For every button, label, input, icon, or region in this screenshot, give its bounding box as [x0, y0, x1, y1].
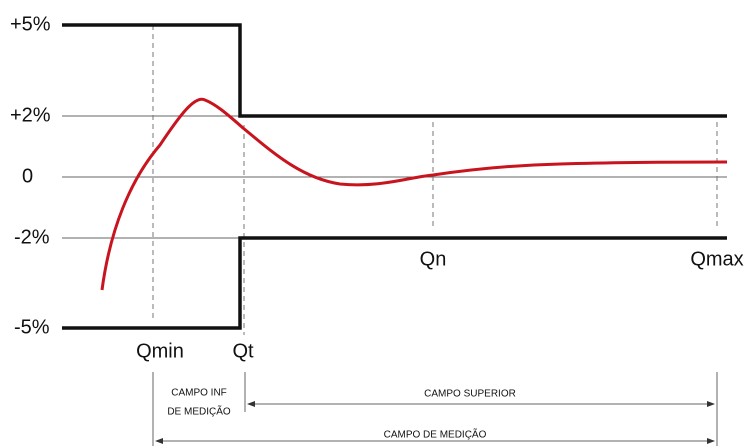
- range-label: CAMPO SUPERIOR: [424, 389, 516, 400]
- y-label: +2%: [10, 104, 51, 126]
- y-label: 0: [22, 165, 33, 187]
- flow-label: Qn: [420, 248, 447, 270]
- y-label: -2%: [14, 226, 50, 248]
- range-label: CAMPO INF: [171, 388, 227, 399]
- flow-label: Qt: [232, 340, 254, 362]
- range-label: CAMPO DE MEDIÇÃO: [384, 428, 487, 441]
- flow-label: Qmin: [136, 340, 184, 362]
- error-curve: [100, 97, 728, 291]
- range-label: DE MEDIÇÃO: [167, 405, 231, 418]
- ranges: [152, 372, 718, 446]
- flow-label: Qmax: [690, 248, 743, 270]
- grid: [62, 25, 727, 335]
- y-label: -5%: [14, 316, 50, 338]
- error-envelope: [62, 23, 727, 330]
- y-label: +5%: [10, 13, 51, 35]
